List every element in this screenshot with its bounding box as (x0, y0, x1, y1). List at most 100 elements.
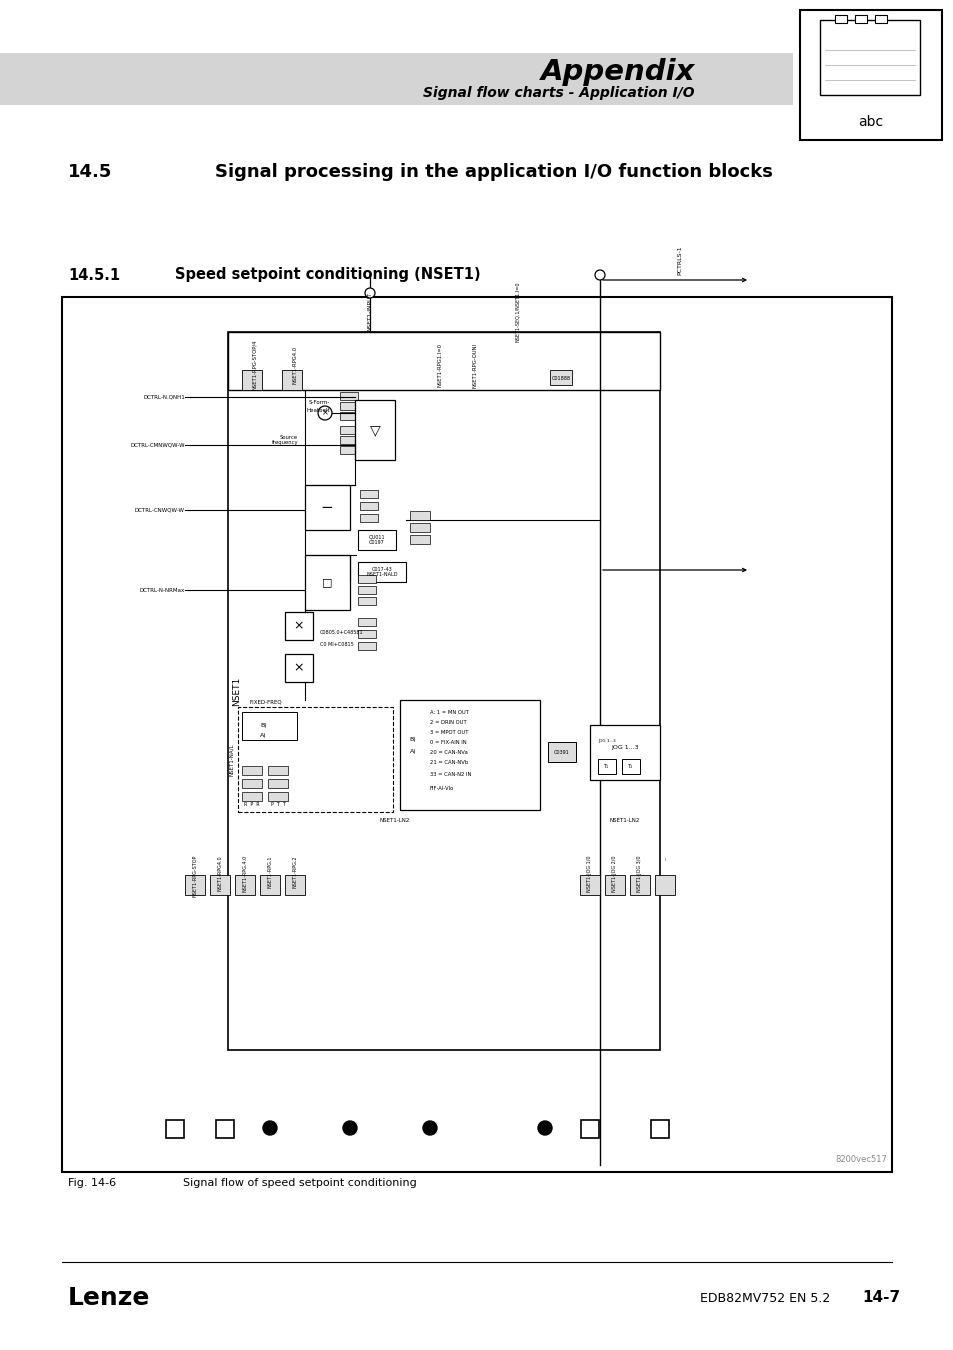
Text: 14.5.1: 14.5.1 (68, 267, 120, 282)
Bar (621, 759, 639, 774)
Text: abc: abc (858, 115, 882, 130)
Bar (234, 875, 254, 895)
Bar (547, 743, 576, 761)
Bar (598, 759, 616, 774)
Text: ×: × (294, 620, 304, 633)
Bar (357, 586, 375, 594)
Text: Speed setpoint conditioning (NSET1): Speed setpoint conditioning (NSET1) (174, 267, 480, 282)
Text: ×: × (294, 662, 304, 675)
Bar (399, 701, 539, 810)
Bar (359, 502, 377, 510)
Circle shape (537, 1120, 552, 1135)
Text: NSET1-LN2: NSET1-LN2 (379, 818, 410, 822)
Bar (629, 875, 649, 895)
Bar (339, 436, 357, 444)
Circle shape (595, 270, 604, 279)
Bar (854, 15, 866, 23)
Bar (282, 370, 302, 390)
Text: DCTRL-CMNWQW-W: DCTRL-CMNWQW-W (131, 443, 185, 447)
Text: NSET1-INPUT: NSET1-INPUT (367, 293, 372, 332)
Text: Signal processing in the application I/O function blocks: Signal processing in the application I/O… (214, 163, 772, 181)
Bar (410, 512, 430, 520)
Text: NSET1-RPG4.0: NSET1-RPG4.0 (293, 346, 297, 383)
Bar (550, 370, 572, 385)
Text: DCTRL-N-NRMax: DCTRL-N-NRMax (139, 587, 185, 593)
Text: ...: ... (661, 855, 667, 860)
Bar (0, 53, 792, 105)
Bar (215, 1120, 233, 1138)
Text: C0 MI+C0815: C0 MI+C0815 (319, 641, 354, 647)
Text: Fig. 14-6: Fig. 14-6 (68, 1179, 116, 1188)
Bar (268, 792, 288, 801)
Bar (242, 779, 262, 788)
Text: C0805.0+C485E1: C0805.0+C485E1 (319, 629, 363, 634)
Text: DCTRL-CNWQW-W: DCTRL-CNWQW-W (135, 508, 185, 513)
Bar (242, 792, 262, 801)
Text: NSET1: NSET1 (233, 676, 241, 706)
Bar (410, 522, 430, 532)
Text: PCTRLS-1: PCTRLS-1 (677, 246, 681, 275)
Bar (185, 875, 205, 895)
Bar (580, 1120, 598, 1138)
Text: NSET1-JOG 2/0: NSET1-JOG 2/0 (612, 855, 617, 891)
Text: B): B) (260, 722, 266, 728)
Bar (285, 612, 313, 640)
Text: NSET1-RPG-OUNl: NSET1-RPG-OUNl (472, 343, 477, 387)
Text: A): A) (260, 733, 266, 737)
Text: 20 = CAN-NVa: 20 = CAN-NVa (430, 751, 467, 756)
Bar (339, 392, 357, 400)
Text: P  T  T: P T T (271, 802, 285, 807)
Bar (800, 9, 941, 140)
Text: ▽: ▽ (370, 423, 380, 437)
Bar (359, 514, 377, 522)
Text: Heatbelt: Heatbelt (306, 408, 330, 413)
Text: NSET1-RPG1.I=0: NSET1-RPG1.I=0 (437, 343, 442, 387)
Bar (357, 531, 395, 549)
Text: 2 = DRIN OUT: 2 = DRIN OUT (430, 720, 466, 725)
Text: 33 = CAN-N2 IN: 33 = CAN-N2 IN (430, 771, 471, 776)
Text: JOG 1...3: JOG 1...3 (611, 745, 639, 751)
Text: Appendix: Appendix (540, 58, 695, 86)
Text: NSET1-JOG 1/0: NSET1-JOG 1/0 (587, 855, 592, 891)
Bar (410, 535, 430, 544)
Bar (285, 653, 313, 682)
Bar (820, 20, 919, 95)
Bar (579, 875, 599, 895)
Bar (242, 711, 296, 740)
Bar (268, 765, 288, 775)
Circle shape (263, 1120, 276, 1135)
Text: 3 = MPOT OUT: 3 = MPOT OUT (430, 729, 468, 734)
Text: C01888: C01888 (551, 375, 570, 381)
Text: NSET1-LN2: NSET1-LN2 (609, 818, 639, 822)
Bar (62, 297, 891, 1172)
Text: Signal flow of speed setpoint conditioning: Signal flow of speed setpoint conditioni… (183, 1179, 416, 1188)
Text: −: − (320, 500, 333, 514)
Text: R  P  R: R P R (244, 802, 259, 807)
Text: NSET1-RPG4.0: NSET1-RPG4.0 (217, 855, 222, 891)
Text: Source
frequency: Source frequency (271, 435, 297, 446)
Circle shape (317, 406, 332, 420)
Bar (228, 332, 659, 390)
Bar (305, 485, 350, 531)
Text: FIXED-FREQ: FIXED-FREQ (250, 699, 282, 705)
Text: 14-7: 14-7 (862, 1291, 900, 1305)
Bar (650, 1120, 668, 1138)
Bar (339, 446, 357, 454)
Bar (355, 400, 395, 460)
Bar (210, 875, 230, 895)
Text: ×: × (321, 409, 328, 417)
Bar (357, 618, 375, 626)
Bar (357, 597, 375, 605)
Text: Signal flow charts - Application I/O: Signal flow charts - Application I/O (423, 86, 695, 100)
Bar (357, 643, 375, 649)
Bar (834, 15, 846, 23)
Text: 21 = CAN-NVb: 21 = CAN-NVb (430, 760, 468, 765)
Bar (305, 555, 350, 610)
Text: EDB82MV752 EN 5.2: EDB82MV752 EN 5.2 (700, 1292, 829, 1304)
Text: NSET1-RPG.2: NSET1-RPG.2 (293, 855, 297, 887)
Text: A: 1 = MN OUT: A: 1 = MN OUT (430, 710, 469, 714)
Text: NSET1-RPG.1: NSET1-RPG.1 (267, 855, 273, 887)
Text: 14.5: 14.5 (68, 163, 112, 181)
Text: T₁: T₁ (604, 764, 609, 769)
Bar (357, 562, 406, 582)
